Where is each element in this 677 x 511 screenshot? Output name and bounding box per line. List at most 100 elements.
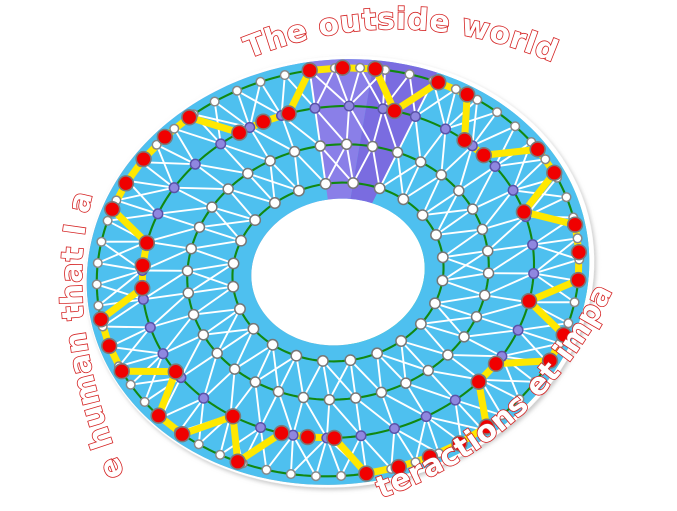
node-highlight-red bbox=[299, 428, 316, 446]
spoke-edge bbox=[531, 237, 579, 246]
spoke-edge bbox=[236, 89, 251, 129]
node-highlight-red bbox=[255, 113, 272, 130]
spoke-edge bbox=[400, 340, 449, 356]
node-ring1 bbox=[290, 349, 303, 362]
node-ring4 bbox=[261, 464, 272, 475]
node-ring2 bbox=[453, 185, 465, 197]
spoke-edge bbox=[494, 158, 547, 168]
node-ring1 bbox=[371, 347, 384, 360]
spoke-edge bbox=[173, 127, 197, 166]
node-ring2 bbox=[297, 391, 310, 404]
node-ring1 bbox=[414, 317, 427, 330]
spoke-edge bbox=[229, 368, 236, 416]
node-ring4 bbox=[540, 154, 551, 165]
node-ring1 bbox=[249, 214, 262, 227]
node-ring3 bbox=[255, 421, 267, 434]
spoke-edge bbox=[292, 434, 317, 478]
spoke-edge bbox=[248, 80, 262, 129]
spoke-edge bbox=[314, 107, 348, 146]
spoke-edge bbox=[202, 352, 219, 400]
spoke-edge bbox=[400, 340, 430, 372]
node-highlight-red bbox=[430, 74, 447, 91]
spoke-edge bbox=[396, 115, 417, 154]
spoke-edge bbox=[173, 127, 222, 145]
spoke-edge bbox=[155, 143, 176, 189]
spoke-edge bbox=[101, 298, 145, 328]
spoke-edge bbox=[96, 262, 144, 272]
spoke-edge bbox=[454, 399, 484, 431]
node-ring4 bbox=[514, 394, 525, 405]
spoke-edge bbox=[202, 368, 236, 400]
spoke-edge bbox=[419, 322, 449, 356]
spoke-edge bbox=[345, 143, 355, 184]
node-ring2 bbox=[206, 201, 218, 213]
spoke-edge bbox=[280, 114, 296, 153]
node-highlight-red bbox=[181, 109, 198, 126]
spoke-edge bbox=[444, 111, 499, 130]
spoke-edge bbox=[479, 378, 521, 401]
graph-nodes bbox=[91, 59, 588, 482]
node-ring1 bbox=[227, 280, 240, 293]
node-highlight-red bbox=[451, 435, 468, 452]
spoke-edge bbox=[354, 397, 396, 430]
node-ring2 bbox=[482, 267, 495, 279]
node-ring3 bbox=[409, 110, 421, 123]
spoke-edge bbox=[371, 107, 384, 148]
spoke-edge bbox=[142, 292, 190, 301]
node-ring2 bbox=[187, 308, 200, 321]
spoke-edge bbox=[117, 326, 152, 368]
spoke-edge bbox=[380, 391, 428, 418]
spoke-edge bbox=[156, 212, 201, 229]
node-ring2 bbox=[288, 145, 301, 158]
node-highlight-red bbox=[138, 234, 156, 252]
node-highlight-red bbox=[273, 424, 290, 442]
node-highlight-red bbox=[555, 326, 572, 344]
spoke-edge bbox=[293, 150, 300, 192]
spoke-edge bbox=[475, 315, 520, 332]
node-ring1 bbox=[429, 297, 441, 310]
spoke-edge bbox=[446, 354, 503, 358]
label-outside-world-textpath: The outside world bbox=[239, 1, 564, 71]
node-ring2 bbox=[193, 221, 206, 233]
node-highlight-red bbox=[367, 60, 384, 78]
spoke-edge bbox=[321, 360, 331, 401]
node-ring1 bbox=[235, 234, 247, 247]
spoke-edge bbox=[194, 163, 249, 175]
node-highlight-red bbox=[104, 200, 121, 218]
spoke-edge bbox=[532, 237, 579, 275]
highlight-path-segment bbox=[185, 113, 243, 137]
spoke-edge bbox=[314, 107, 322, 147]
spoke-edge bbox=[269, 159, 276, 204]
spoke-edge bbox=[444, 98, 479, 130]
spoke-edge bbox=[186, 262, 235, 272]
node-ring4 bbox=[92, 257, 103, 269]
spoke-edge bbox=[348, 66, 362, 107]
spoke-edge bbox=[259, 390, 280, 429]
spoke-edge bbox=[532, 258, 581, 275]
node-ring4 bbox=[510, 121, 521, 132]
spoke-edge bbox=[390, 427, 396, 470]
spoke-edge bbox=[117, 352, 164, 368]
node-ring4 bbox=[496, 410, 507, 421]
spoke-edge bbox=[414, 415, 428, 464]
spoke-edge bbox=[441, 279, 486, 297]
spoke-edge bbox=[435, 208, 474, 236]
spoke-edge bbox=[162, 313, 195, 355]
spoke-edge bbox=[101, 325, 152, 329]
node-ring2 bbox=[400, 377, 412, 389]
spoke-edge bbox=[486, 243, 534, 252]
node-highlight-red bbox=[156, 128, 174, 146]
node-ring1 bbox=[373, 182, 386, 195]
node-ring2 bbox=[470, 311, 483, 323]
spoke-edge bbox=[414, 115, 422, 163]
node-highlight-red bbox=[280, 105, 297, 122]
node-highlight-red bbox=[421, 448, 439, 466]
spoke-edge bbox=[143, 352, 164, 403]
node-ring2 bbox=[249, 376, 262, 388]
node-ring3 bbox=[189, 158, 201, 170]
node-highlight-red bbox=[167, 363, 184, 380]
spoke-edge bbox=[494, 125, 517, 168]
node-ring3 bbox=[528, 267, 540, 280]
node-ring2 bbox=[314, 140, 327, 152]
spoke-edge bbox=[435, 228, 484, 236]
